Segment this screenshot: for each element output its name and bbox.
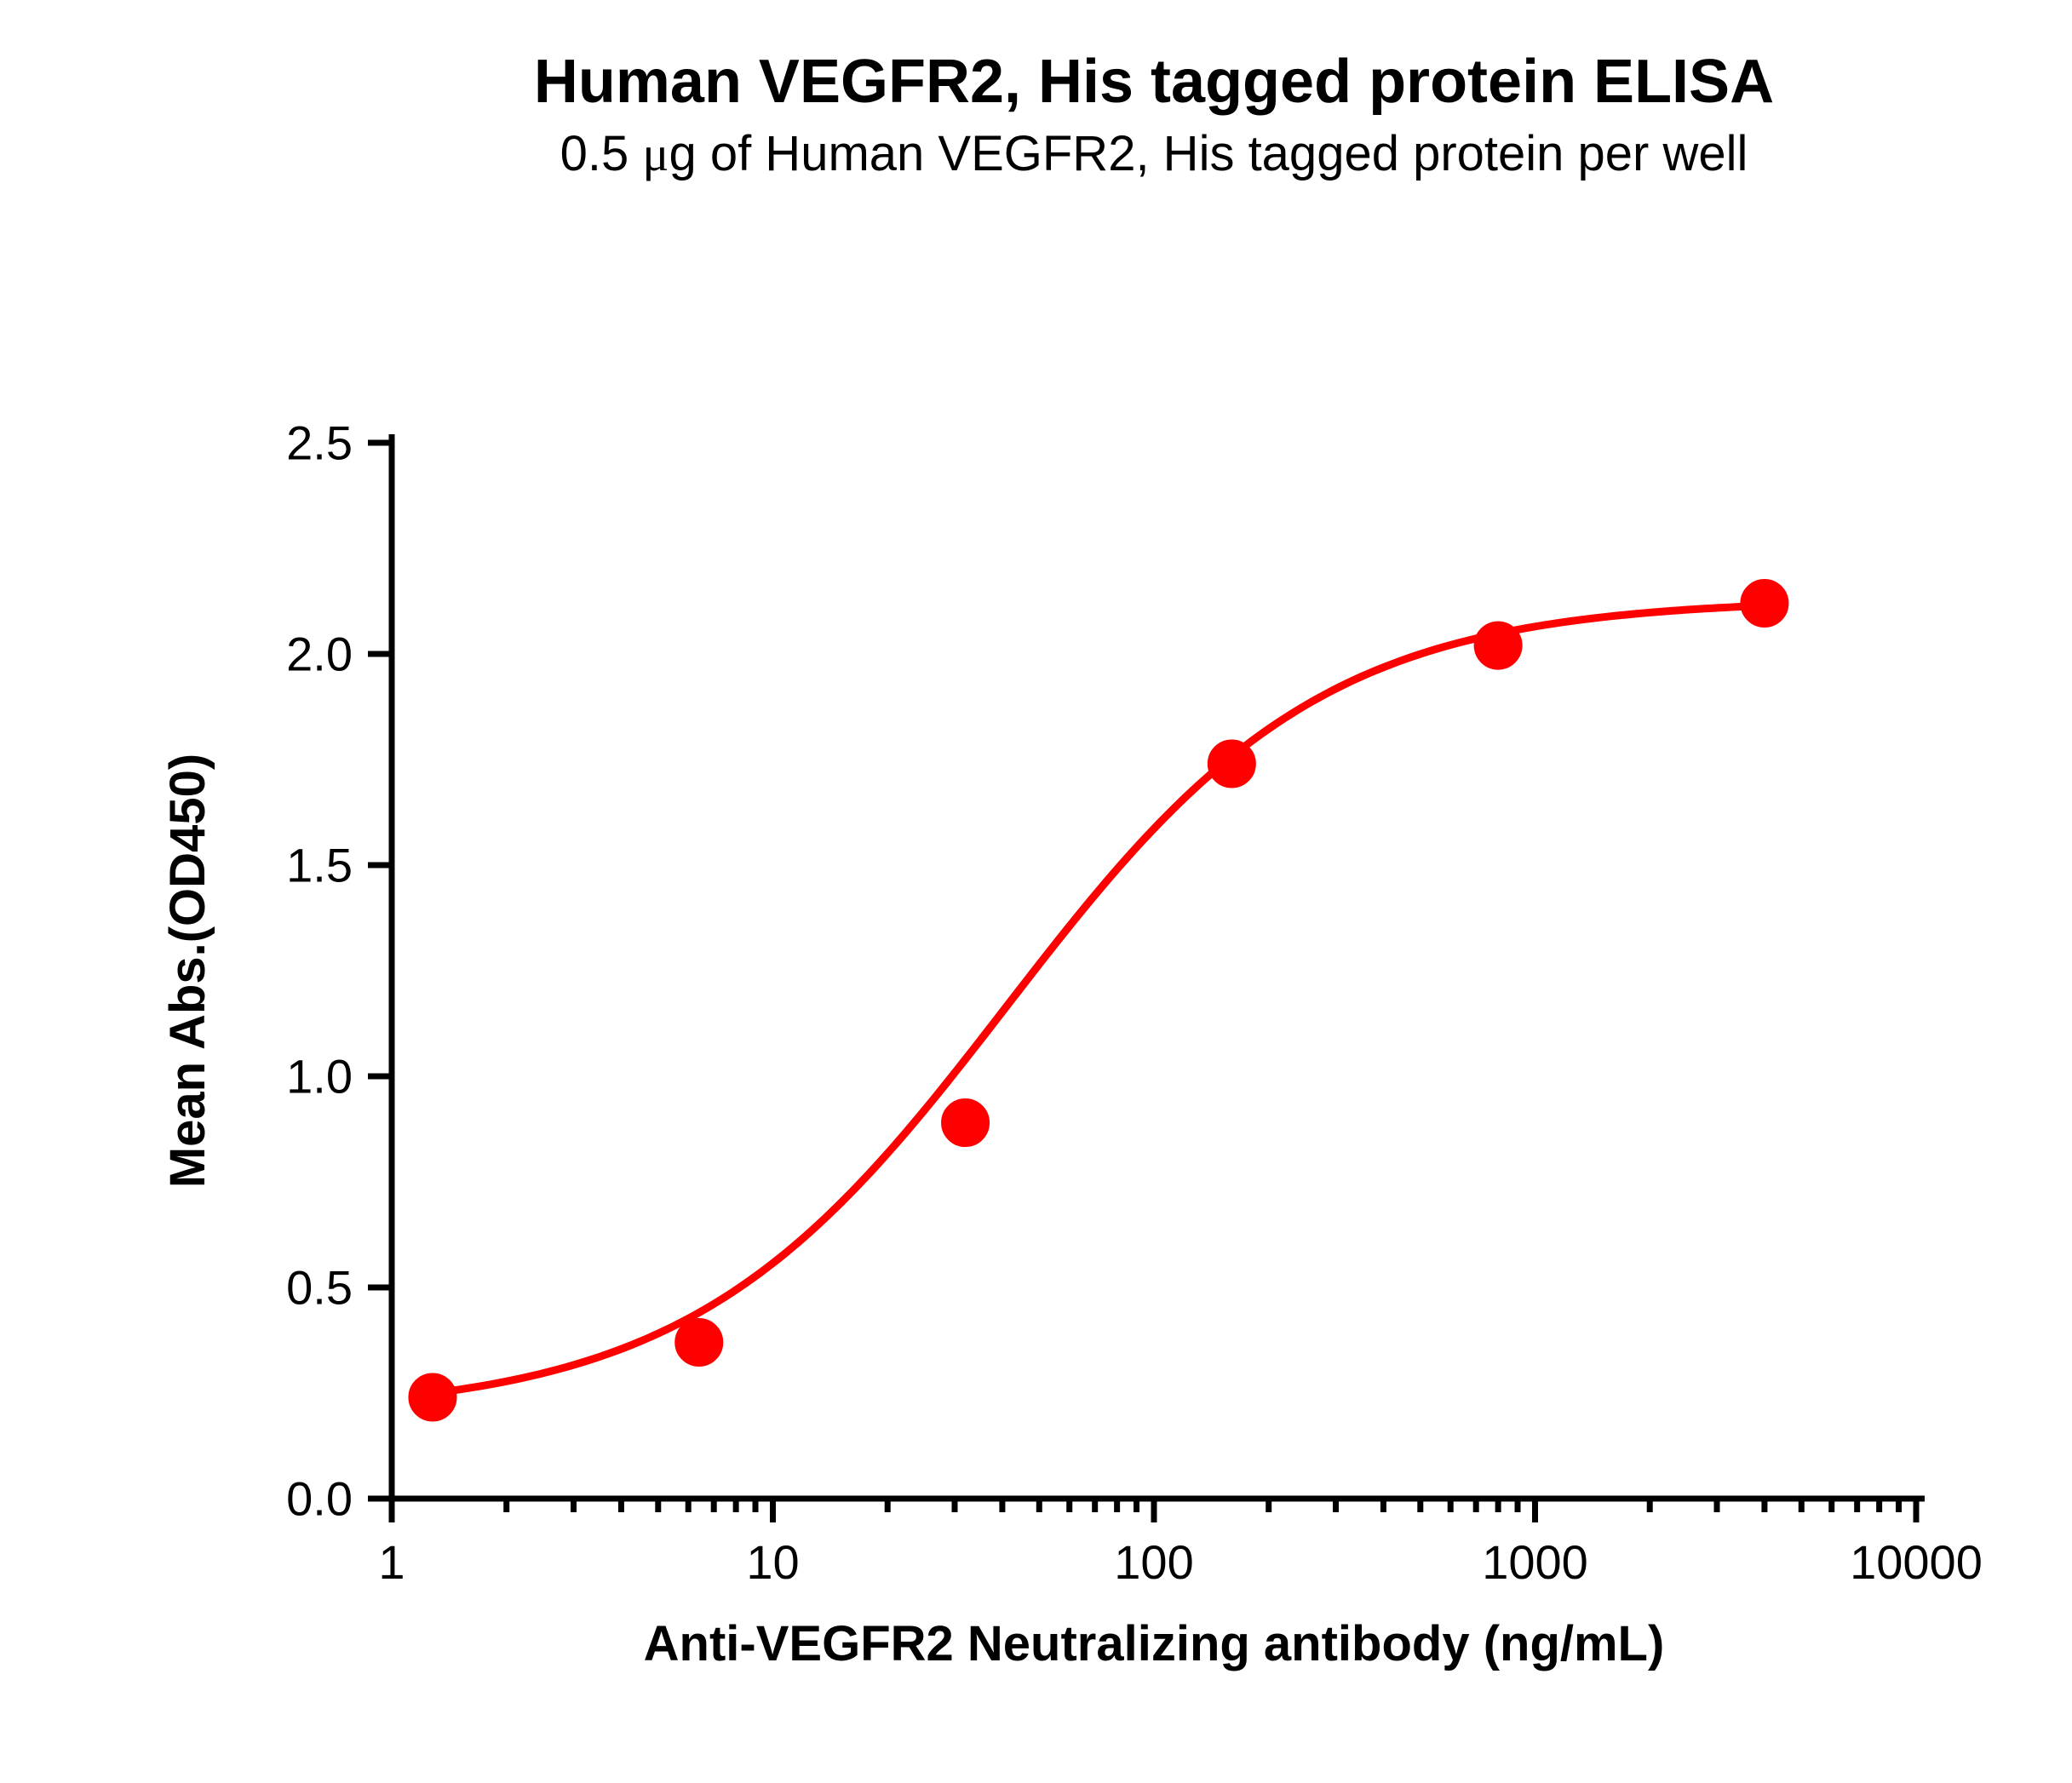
x-tick-label: 1000 bbox=[1482, 1535, 1588, 1589]
data-point bbox=[1741, 579, 1788, 627]
x-tick-label: 100 bbox=[1114, 1535, 1193, 1589]
elisa-chart: Human VEGFR2, His tagged protein ELISA 0.… bbox=[0, 0, 2072, 1783]
y-axis-label: Mean Abs.(OD450) bbox=[160, 754, 215, 1188]
x-tick-label: 1 bbox=[378, 1535, 405, 1589]
x-tick-label: 10 bbox=[746, 1535, 799, 1589]
y-tick-label: 0.0 bbox=[286, 1472, 353, 1526]
y-tick-label: 1.0 bbox=[286, 1050, 353, 1104]
x-tick-label: 10000 bbox=[1850, 1535, 1983, 1589]
chart-title: Human VEGFR2, His tagged protein ELISA bbox=[534, 48, 1774, 116]
y-tick-label: 0.5 bbox=[286, 1261, 353, 1315]
y-tick-label: 2.5 bbox=[286, 416, 353, 470]
data-point bbox=[1208, 740, 1255, 788]
data-point bbox=[1474, 622, 1522, 669]
data-point bbox=[675, 1318, 723, 1366]
data-point bbox=[409, 1373, 456, 1421]
y-tick-label: 1.5 bbox=[286, 839, 353, 892]
chart-subtitle: 0.5 μg of Human VEGFR2, His tagged prote… bbox=[560, 126, 1748, 181]
y-tick-label: 2.0 bbox=[286, 628, 353, 681]
x-axis-label: Anti-VEGFR2 Neutralizing antibody (ng/mL… bbox=[644, 1616, 1665, 1671]
data-point bbox=[942, 1099, 990, 1147]
